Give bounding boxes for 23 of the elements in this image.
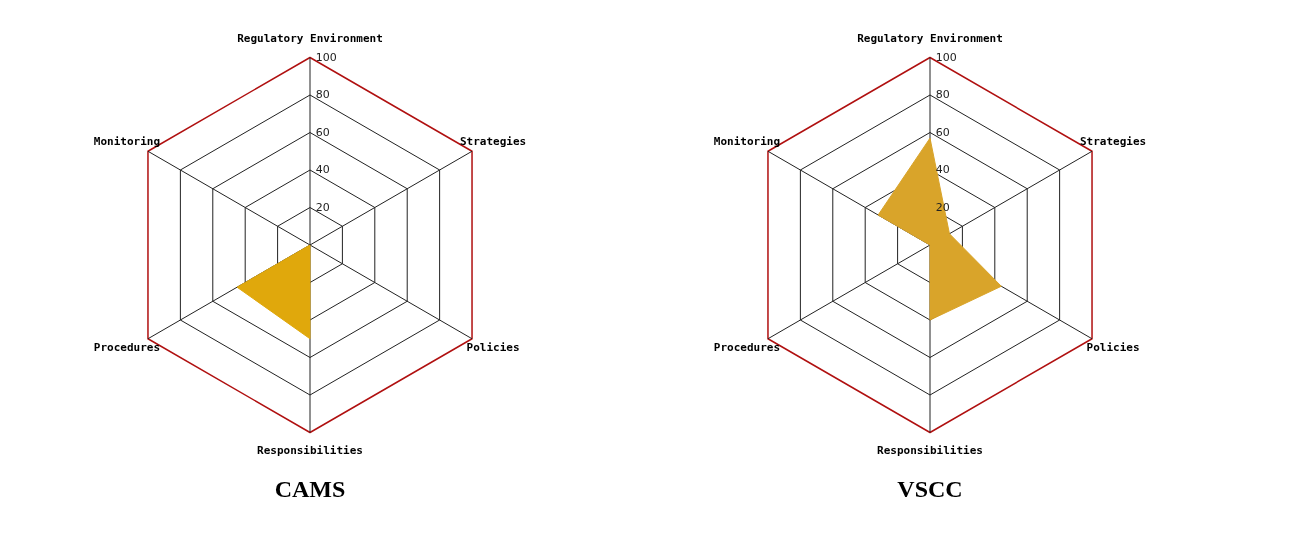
spoke-label: Strategies bbox=[459, 134, 527, 148]
spoke-label: Procedures bbox=[713, 341, 781, 355]
y-tick-label: 100 bbox=[935, 50, 957, 64]
spoke-label: Monitoring bbox=[93, 134, 161, 148]
spoke-label: Policies bbox=[1086, 341, 1140, 355]
spoke-label: Monitoring bbox=[713, 134, 781, 148]
spoke-label: Policies bbox=[466, 341, 520, 355]
y-tick-label: 60 bbox=[935, 125, 950, 139]
spoke-label: Responsibilities bbox=[257, 444, 363, 458]
spoke-label: Regulatory Environment bbox=[237, 31, 383, 45]
text: VSCC bbox=[897, 476, 963, 502]
y-tick-label: 20 bbox=[315, 200, 330, 214]
y-tick-label: 40 bbox=[935, 163, 950, 176]
spoke-label: Responsibilities bbox=[877, 444, 983, 458]
y-tick-label: 60 bbox=[315, 125, 330, 139]
y-tick-label: 80 bbox=[315, 88, 330, 101]
spoke-label: Procedures bbox=[93, 341, 161, 355]
spoke-label: Strategies bbox=[1079, 134, 1147, 148]
y-tick-label: 40 bbox=[315, 163, 330, 176]
spoke-label: Regulatory Environment bbox=[857, 31, 1003, 45]
text: CAMS bbox=[274, 476, 346, 502]
y-tick-label: 100 bbox=[315, 50, 337, 64]
y-tick-label: 80 bbox=[935, 88, 950, 101]
